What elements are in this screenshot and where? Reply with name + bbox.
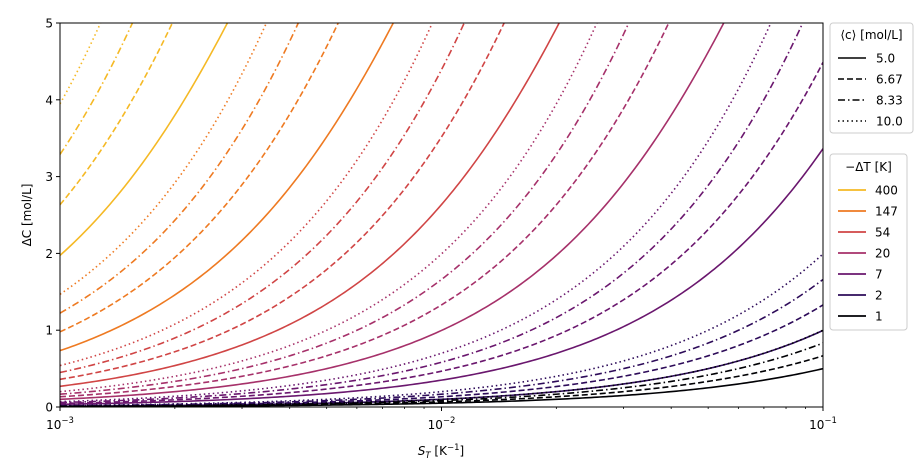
series-line-dT7-c6.67 bbox=[60, 62, 823, 405]
concentration-legend-label: 10.0 bbox=[876, 115, 903, 129]
x-axis-title-subscript: T bbox=[425, 451, 431, 461]
y-axis: 0 1 2 3 4 5 bbox=[45, 17, 60, 415]
temperature-legend-title: −ΔT [K] bbox=[845, 160, 892, 174]
series-line-dT20-c5.0 bbox=[60, 23, 725, 401]
series-line-dT400-c5.0 bbox=[60, 23, 229, 257]
temperature-legend-label: 54 bbox=[875, 226, 890, 240]
series-line-dT7-c10.0 bbox=[60, 23, 772, 403]
series-line-dT147-c6.67 bbox=[60, 23, 340, 333]
x-axis-title-close: ] bbox=[460, 444, 465, 458]
series-line-dT147-c5.0 bbox=[60, 23, 395, 352]
series-line-dT20-c6.67 bbox=[60, 23, 670, 398]
x-tick-label: 10−3 bbox=[46, 416, 74, 432]
plot-area bbox=[60, 23, 823, 407]
concentration-legend-title: ⟨c⟩ [mol/L] bbox=[840, 28, 902, 42]
x-tick-label: 10−1 bbox=[809, 416, 837, 432]
concentration-legend-label: 5.0 bbox=[876, 52, 895, 66]
concentration-legend-label: 6.67 bbox=[876, 73, 903, 87]
y-tick-label: 5 bbox=[45, 17, 53, 31]
series-line-dT1-c10.0 bbox=[60, 329, 823, 407]
series-line-dT54-c8.33 bbox=[60, 23, 466, 374]
temperature-legend-label: 147 bbox=[875, 205, 898, 219]
series-line-dT54-c10.0 bbox=[60, 23, 434, 367]
concentration-legend-box bbox=[829, 22, 914, 134]
temperature-legend-label: 400 bbox=[875, 184, 898, 198]
y-tick-label: 3 bbox=[45, 170, 53, 184]
y-tick-label: 0 bbox=[45, 401, 53, 415]
series-line-dT54-c6.67 bbox=[60, 23, 506, 381]
temperature-legend: −ΔT [K] 400 147 54 20 7 2 1 bbox=[829, 153, 908, 331]
temperature-legend-label: 20 bbox=[875, 247, 890, 261]
y-tick-label: 2 bbox=[45, 247, 53, 261]
x-axis: 10−3 10−2 10−1 bbox=[46, 407, 837, 432]
x-axis-title-exponent: −1 bbox=[447, 443, 460, 453]
temperature-legend-label: 2 bbox=[875, 289, 883, 303]
y-tick-label: 4 bbox=[45, 93, 53, 107]
series-line-dT54-c5.0 bbox=[60, 23, 561, 388]
concentration-legend-label: 8.33 bbox=[876, 94, 903, 108]
series-line-dT7-c8.33 bbox=[60, 23, 804, 404]
x-axis-title: ST [K−1] bbox=[418, 443, 464, 461]
y-tick-label: 1 bbox=[45, 324, 53, 338]
y-axis-title: ΔC [mol/L] bbox=[20, 184, 34, 247]
temperature-legend-label: 7 bbox=[875, 268, 883, 282]
x-axis-title-symbol: S bbox=[418, 444, 426, 458]
concentration-legend: ⟨c⟩ [mol/L] 5.0 6.67 8.33 10.0 bbox=[829, 22, 914, 134]
series-layer bbox=[60, 23, 823, 407]
x-tick-label: 10−2 bbox=[428, 416, 456, 432]
temperature-legend-box bbox=[829, 153, 908, 331]
series-line-dT2-c10.0 bbox=[60, 253, 823, 407]
temperature-legend-label: 1 bbox=[875, 310, 883, 324]
series-line-dT7-c5.0 bbox=[60, 148, 823, 406]
x-axis-title-unit: [K bbox=[431, 444, 448, 458]
